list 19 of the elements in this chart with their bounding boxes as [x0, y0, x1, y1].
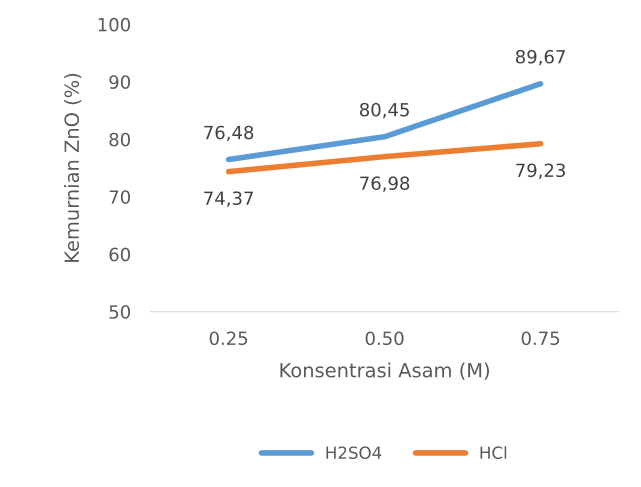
- data-label: 89,67: [516, 50, 565, 66]
- x-tick-label: 0.75: [522, 331, 560, 346]
- y-tick-label: 90: [109, 75, 130, 89]
- y-tick-label: 70: [110, 190, 130, 204]
- y-tick-label: 60: [109, 248, 130, 262]
- y-tick-label: 80: [109, 132, 130, 146]
- legend-label: H2SO4: [326, 446, 382, 460]
- y-tick-label: 50: [110, 305, 130, 319]
- data-label: 76,98: [360, 176, 410, 192]
- y-axis-title: Kemurnian ZnO (%): [64, 74, 82, 262]
- data-label: 79,23: [516, 163, 565, 179]
- legend-label: HCl: [480, 446, 506, 460]
- data-label: 74,37: [204, 191, 253, 207]
- x-axis-title: Konsentrasi Asam (M): [280, 362, 489, 380]
- data-label: 76,48: [204, 126, 254, 142]
- data-label: 80,45: [360, 102, 409, 118]
- y-tick-label: 100: [98, 18, 130, 32]
- x-tick-label: 0.25: [210, 331, 248, 346]
- x-tick-label: 0.50: [366, 331, 404, 346]
